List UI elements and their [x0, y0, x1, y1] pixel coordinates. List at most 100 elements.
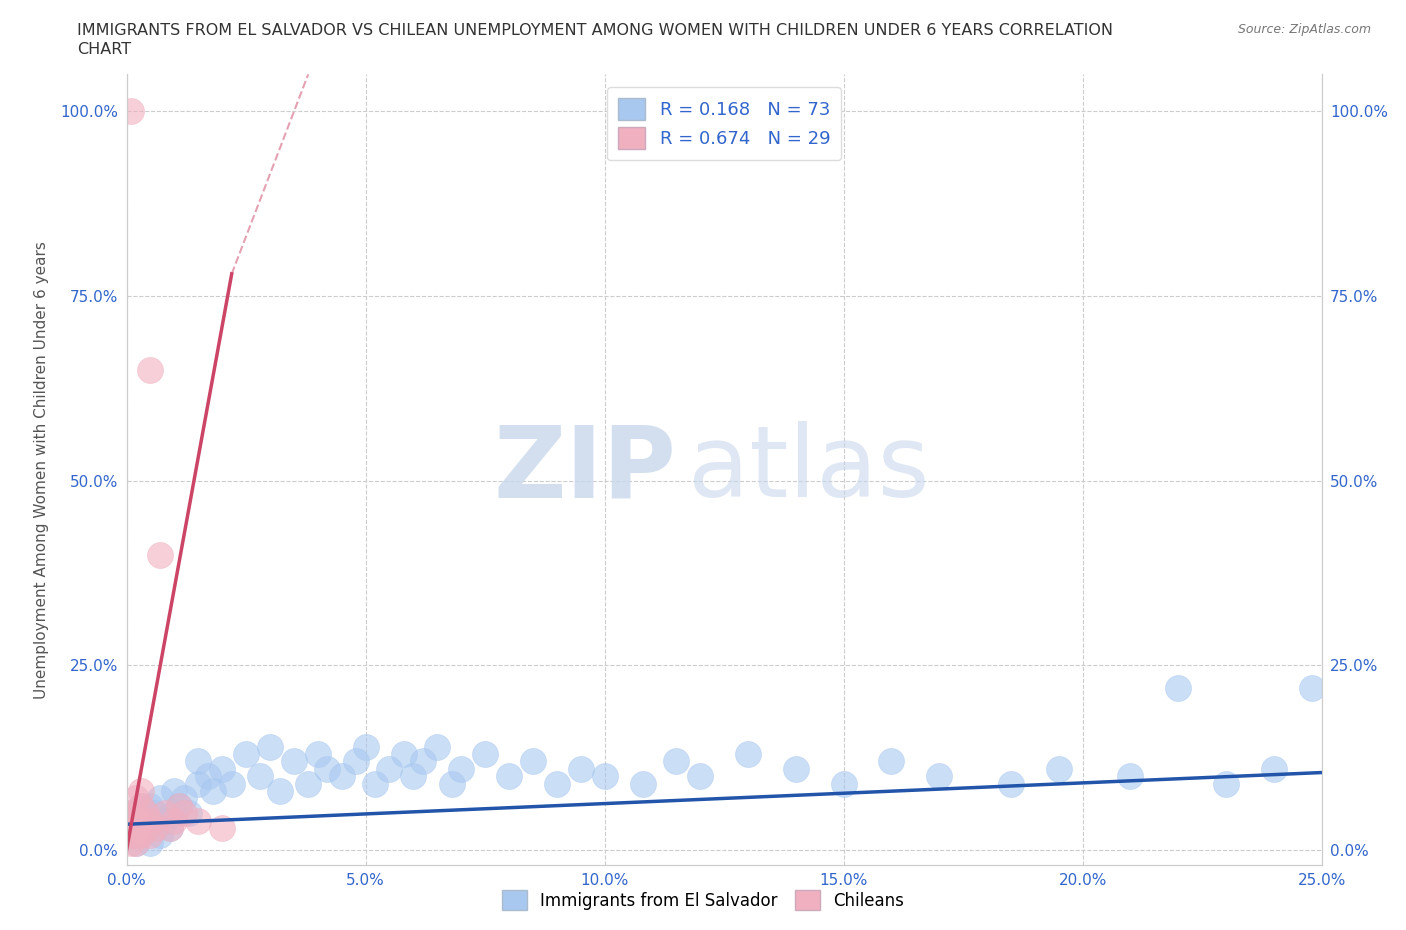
Point: [159, 820, 181, 835]
Text: ZIP: ZIP: [494, 421, 676, 518]
Point: [498, 769, 520, 784]
Point: [120, 828, 142, 843]
Text: IMMIGRANTS FROM EL SALVADOR VS CHILEAN UNEMPLOYMENT AMONG WOMEN WITH CHILDREN UN: IMMIGRANTS FROM EL SALVADOR VS CHILEAN U…: [77, 23, 1114, 38]
Point: [378, 762, 401, 777]
Point: [139, 813, 162, 828]
Point: [153, 805, 176, 820]
Point: [832, 777, 855, 791]
Point: [1263, 762, 1285, 777]
Point: [259, 739, 281, 754]
Point: [593, 769, 616, 784]
Point: [139, 828, 162, 843]
Point: [737, 747, 759, 762]
Point: [120, 813, 142, 828]
Point: [125, 805, 148, 820]
Point: [364, 777, 387, 791]
Point: [125, 791, 148, 806]
Point: [211, 820, 233, 835]
Point: [450, 762, 472, 777]
Y-axis label: Unemployment Among Women with Children Under 6 years: Unemployment Among Women with Children U…: [34, 241, 49, 698]
Text: Source: ZipAtlas.com: Source: ZipAtlas.com: [1237, 23, 1371, 36]
Point: [631, 777, 654, 791]
Point: [120, 104, 142, 119]
Point: [177, 805, 200, 820]
Point: [249, 769, 271, 784]
Point: [129, 828, 152, 843]
Point: [129, 798, 152, 813]
Point: [880, 754, 903, 769]
Point: [187, 777, 209, 791]
Point: [163, 784, 186, 799]
Point: [143, 820, 166, 835]
Point: [149, 791, 172, 806]
Point: [173, 805, 195, 820]
Point: [129, 798, 152, 813]
Point: [163, 805, 186, 820]
Point: [125, 805, 148, 820]
Legend: Immigrants from El Salvador, Chileans: Immigrants from El Salvador, Chileans: [495, 884, 911, 917]
Point: [402, 769, 425, 784]
Point: [785, 762, 807, 777]
Point: [1215, 777, 1237, 791]
Point: [297, 777, 319, 791]
Point: [474, 747, 496, 762]
Point: [139, 798, 162, 813]
Point: [118, 820, 141, 835]
Point: [412, 754, 434, 769]
Point: [135, 820, 157, 835]
Point: [1301, 680, 1323, 695]
Point: [120, 820, 142, 835]
Point: [928, 769, 950, 784]
Point: [569, 762, 592, 777]
Point: [120, 805, 142, 820]
Point: [235, 747, 257, 762]
Point: [129, 828, 152, 843]
Point: [139, 363, 162, 378]
Point: [269, 784, 291, 799]
Point: [129, 813, 152, 828]
Point: [125, 820, 148, 835]
Point: [135, 805, 157, 820]
Point: [1119, 769, 1142, 784]
Point: [330, 769, 353, 784]
Point: [125, 828, 148, 843]
Point: [163, 813, 186, 828]
Point: [139, 835, 162, 850]
Point: [1167, 680, 1189, 695]
Point: [125, 835, 148, 850]
Point: [283, 754, 305, 769]
Point: [1047, 762, 1070, 777]
Point: [125, 828, 148, 843]
Point: [316, 762, 339, 777]
Point: [139, 813, 162, 828]
Point: [187, 754, 209, 769]
Point: [125, 820, 148, 835]
Point: [120, 805, 142, 820]
Point: [125, 835, 148, 850]
Point: [546, 777, 568, 791]
Point: [143, 805, 166, 820]
Point: [221, 777, 243, 791]
Point: [153, 813, 176, 828]
Point: [167, 798, 190, 813]
Point: [426, 739, 449, 754]
Point: [344, 754, 367, 769]
Legend: R = 0.168   N = 73, R = 0.674   N = 29: R = 0.168 N = 73, R = 0.674 N = 29: [607, 87, 841, 160]
Point: [167, 798, 190, 813]
Point: [689, 769, 711, 784]
Point: [135, 805, 157, 820]
Point: [201, 784, 224, 799]
Point: [197, 769, 219, 784]
Text: CHART: CHART: [77, 42, 131, 57]
Point: [120, 835, 142, 850]
Point: [143, 820, 166, 835]
Point: [1000, 777, 1022, 791]
Point: [120, 828, 142, 843]
Text: atlas: atlas: [688, 421, 929, 518]
Point: [149, 547, 172, 562]
Point: [307, 747, 329, 762]
Point: [211, 762, 233, 777]
Point: [665, 754, 688, 769]
Point: [149, 828, 172, 843]
Point: [187, 813, 209, 828]
